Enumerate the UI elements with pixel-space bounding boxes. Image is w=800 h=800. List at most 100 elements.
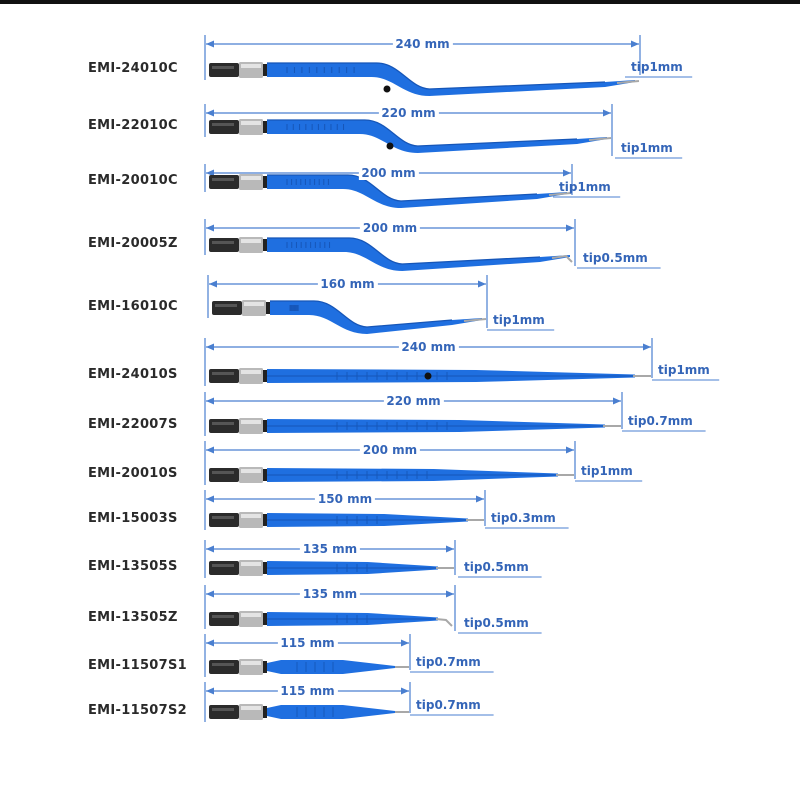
- blade: [267, 419, 621, 433]
- arrow-right-icon: [401, 687, 409, 695]
- dimension-label: 220 mm: [383, 394, 444, 408]
- tip-size-label: tip0.5mm: [464, 560, 529, 574]
- blade: [267, 237, 573, 271]
- arrow-right-icon: [631, 40, 639, 48]
- arrow-right-icon: [446, 545, 454, 553]
- arrow-right-icon: [446, 590, 454, 598]
- arrow-left-icon: [206, 224, 214, 232]
- connector: [209, 62, 267, 78]
- dimension-label: 200 mm: [358, 166, 419, 180]
- forceps-emi-24010s: [204, 338, 720, 386]
- arrow-right-icon: [476, 495, 484, 503]
- connector: [209, 418, 267, 434]
- pivot-dot: [424, 372, 432, 380]
- top-border: [0, 0, 800, 4]
- model-number: EMI-22010C: [88, 118, 178, 133]
- model-number: EMI-20010S: [88, 466, 178, 481]
- connector: [209, 659, 267, 675]
- connector: [209, 704, 267, 720]
- arrow-left-icon: [206, 169, 214, 177]
- model-number: EMI-20010C: [88, 173, 178, 188]
- forceps-emi-13505z: [204, 585, 542, 634]
- model-number: EMI-11507S1: [88, 658, 187, 673]
- dimension-label: 115 mm: [277, 684, 338, 698]
- arrow-left-icon: [206, 687, 214, 695]
- forceps-emi-20010s: [204, 441, 643, 485]
- model-number: EMI-20005Z: [88, 236, 178, 251]
- arrow-left-icon: [206, 397, 214, 405]
- forceps-emi-22010c: [204, 104, 683, 159]
- blade: [267, 119, 612, 153]
- model-number: EMI-16010C: [88, 299, 178, 314]
- tip-size-label: tip1mm: [621, 141, 673, 155]
- forceps-emi-15003s: [204, 490, 569, 530]
- model-number: EMI-22007S: [88, 417, 178, 432]
- model-number: EMI-24010S: [88, 367, 178, 382]
- blade: [267, 62, 640, 96]
- blade: [267, 612, 453, 627]
- pivot-dot: [386, 142, 394, 150]
- blade: [267, 369, 651, 383]
- tip-size-label: tip0.7mm: [416, 655, 481, 669]
- dimension-label: 160 mm: [317, 277, 378, 291]
- forceps-emi-22007s: [204, 392, 706, 436]
- arrow-left-icon: [206, 446, 214, 454]
- model-number: EMI-11507S2: [88, 703, 187, 718]
- dimension-label: 200 mm: [359, 443, 421, 457]
- tip-size-label: tip1mm: [493, 313, 545, 327]
- dimension-label: 135 mm: [299, 542, 361, 556]
- connector: [209, 512, 267, 528]
- arrow-right-icon: [563, 169, 571, 177]
- connector: [209, 611, 267, 627]
- tip-size-label: tip0.7mm: [416, 698, 481, 712]
- dimension-label: 240 mm: [392, 37, 453, 51]
- arrow-left-icon: [206, 343, 214, 351]
- dimension-label: 220 mm: [378, 106, 439, 120]
- connector: [209, 467, 267, 483]
- tip-size-label: tip0.7mm: [628, 414, 693, 428]
- dimension-label: 150 mm: [314, 492, 376, 506]
- tip-size-label: tip1mm: [658, 363, 710, 377]
- connector: [209, 237, 267, 253]
- tip-size-label: tip1mm: [581, 464, 633, 478]
- forceps-emi-11507s2: [204, 682, 494, 722]
- blade: [267, 660, 409, 674]
- arrow-left-icon: [206, 109, 214, 117]
- arrow-right-icon: [566, 224, 574, 232]
- model-number: EMI-13505Z: [88, 610, 178, 625]
- blade: [267, 705, 409, 719]
- forceps-emi-24010c: [204, 35, 693, 96]
- connector: [212, 300, 270, 316]
- arrow-left-icon: [209, 280, 217, 288]
- blade: [267, 561, 454, 575]
- arrow-right-icon: [613, 397, 621, 405]
- tip-size-label: tip0.5mm: [464, 616, 529, 630]
- dimension-label: 240 mm: [398, 340, 459, 354]
- arrow-right-icon: [401, 639, 409, 647]
- arrow-left-icon: [206, 590, 214, 598]
- dimension-label: 200 mm: [359, 221, 421, 235]
- arrow-left-icon: [206, 545, 214, 553]
- forceps-emi-20005z: [204, 219, 661, 271]
- connector: [209, 119, 267, 135]
- tip-size-label: tip0.5mm: [583, 251, 648, 265]
- blade: [267, 513, 484, 527]
- arrow-right-icon: [566, 446, 574, 454]
- tip-size-label: tip1mm: [631, 60, 683, 74]
- connector: [209, 368, 267, 384]
- dimension-label: 115 mm: [277, 636, 338, 650]
- arrow-right-icon: [643, 343, 651, 351]
- tip-size-label: tip0.3mm: [491, 511, 556, 525]
- blade: [267, 468, 574, 482]
- model-number: EMI-15003S: [88, 511, 178, 526]
- model-number: EMI-13505S: [88, 559, 178, 574]
- connector: [209, 174, 267, 190]
- arrow-left-icon: [206, 639, 214, 647]
- tip-size-label: tip1mm: [559, 180, 611, 194]
- arrow-right-icon: [478, 280, 486, 288]
- model-number: EMI-24010C: [88, 61, 178, 76]
- connector: [209, 560, 267, 576]
- arrow-left-icon: [206, 40, 214, 48]
